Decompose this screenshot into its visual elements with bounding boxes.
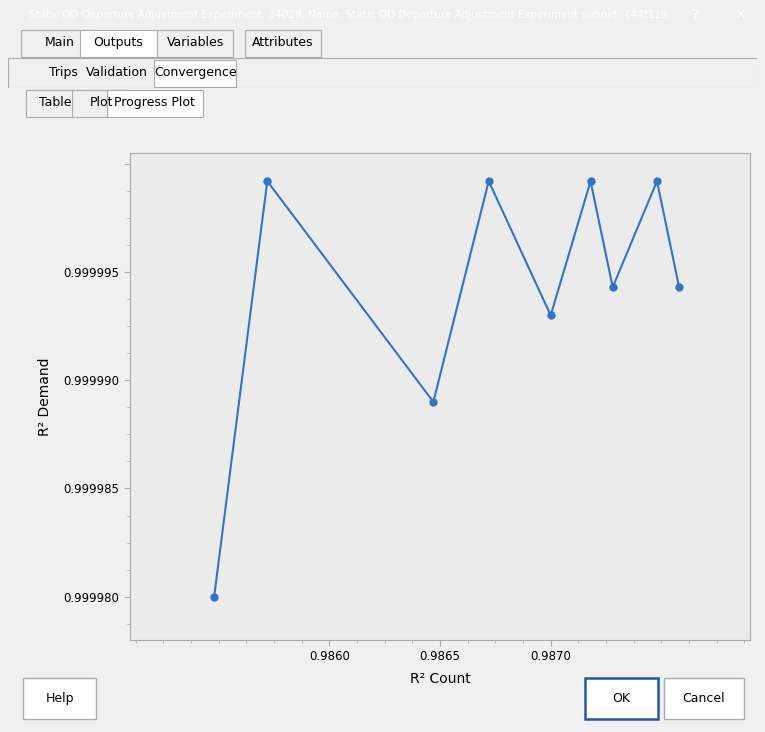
Text: ?: ? (692, 7, 699, 21)
Text: Validation: Validation (86, 66, 148, 79)
Text: Progress Plot: Progress Plot (115, 96, 195, 109)
X-axis label: R² Count: R² Count (409, 672, 470, 686)
Text: Static OD Departure Adjustment Experiment: 34028, Name: Static OD Departure Adju: Static OD Departure Adjustment Experimen… (29, 10, 678, 20)
Text: Outputs: Outputs (93, 36, 144, 49)
Text: Cancel: Cancel (682, 692, 725, 705)
Text: OK: OK (612, 692, 630, 705)
Bar (23, 679, 96, 719)
Bar (26, 89, 85, 116)
Text: ✕: ✕ (734, 7, 746, 21)
Text: Plot: Plot (90, 96, 113, 109)
Y-axis label: R² Demand: R² Demand (38, 357, 53, 436)
Text: Table: Table (40, 96, 72, 109)
Text: Trips: Trips (50, 66, 78, 79)
Bar (157, 29, 233, 56)
Bar (585, 679, 658, 719)
Bar (21, 29, 98, 56)
Bar (107, 89, 203, 116)
Bar (664, 679, 744, 719)
Text: Main: Main (44, 36, 75, 49)
Text: Convergence: Convergence (154, 66, 236, 79)
Bar (72, 89, 131, 116)
Bar (245, 29, 321, 56)
Bar (154, 59, 236, 86)
Text: Variables: Variables (167, 36, 223, 49)
Text: Attributes: Attributes (252, 36, 314, 49)
Text: Help: Help (45, 692, 74, 705)
Bar (80, 29, 157, 56)
